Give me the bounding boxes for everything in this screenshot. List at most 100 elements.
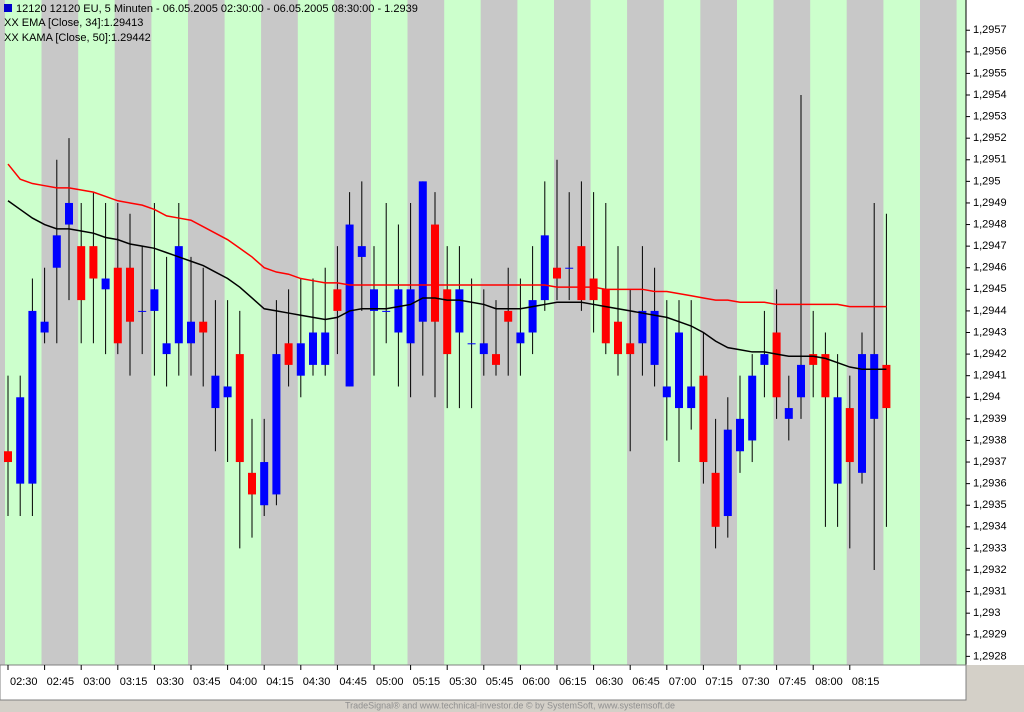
candle-body	[150, 289, 159, 311]
candle-body	[565, 267, 574, 269]
y-tick-label: 1,2935	[973, 499, 1007, 511]
indicator-line	[7, 163, 887, 308]
y-tick-label: 1,2951	[973, 154, 1007, 166]
x-tick-label: 05:45	[486, 676, 514, 688]
candle-body	[687, 386, 696, 409]
y-tick-label: 1,2933	[973, 542, 1007, 554]
x-tick-label: 07:15	[705, 676, 733, 688]
candle-body	[187, 321, 195, 344]
candle-body	[89, 246, 98, 279]
legend-entry: XX EMA [Close, 34]:1.29413	[4, 17, 143, 29]
y-tick-label: 1,2952	[973, 132, 1007, 144]
candle-body	[77, 246, 86, 301]
marks	[4, 95, 891, 570]
x-tick-label: 04:45	[339, 676, 367, 688]
candle-body	[650, 310, 659, 365]
candle-body	[723, 429, 732, 517]
y-tick-label: 1,2937	[973, 456, 1007, 468]
candle-body	[40, 321, 49, 333]
x-tick-label: 03:15	[120, 676, 148, 688]
y-tick-label: 1,2957	[973, 24, 1007, 36]
candle-body	[589, 278, 598, 301]
candle-body	[528, 300, 537, 333]
y-tick-label: 1,2931	[973, 585, 1007, 597]
candle-body	[675, 332, 683, 409]
y-tick-label: 1,2956	[973, 46, 1007, 58]
stripe	[224, 0, 262, 665]
y-tick-label: 1,2938	[973, 434, 1007, 446]
candle-body	[540, 235, 549, 301]
candle-body	[211, 375, 220, 409]
x-tick-label: 07:00	[669, 676, 697, 688]
x-tick-label: 07:45	[779, 676, 807, 688]
candle-body	[748, 375, 757, 441]
candle-body	[504, 310, 513, 322]
stripe	[261, 0, 298, 665]
candle-body	[711, 472, 720, 527]
x-tick-label: 02:45	[47, 676, 75, 688]
stripes	[5, 0, 966, 665]
candle-body	[309, 332, 317, 365]
x-tick-label: 06:00	[522, 676, 550, 688]
candle-body	[199, 321, 208, 333]
candle-body	[845, 408, 854, 463]
legend-entry: XX KAMA [Close, 50]:1.29442	[4, 32, 151, 44]
candle-body	[736, 418, 744, 452]
x-tick-label: 02:30	[10, 676, 38, 688]
candle-body	[126, 267, 134, 322]
candle-body	[382, 310, 391, 312]
y-tick-label: 1,2941	[973, 370, 1007, 382]
y-tick-label: 1,2936	[973, 478, 1007, 490]
candle-body	[101, 278, 110, 290]
y-tick-label: 1,2944	[973, 305, 1007, 317]
chart-title: 12120 12120 EU, 5 Minuten - 06.05.2005 0…	[16, 3, 418, 15]
y-tick-label: 1,2932	[973, 564, 1007, 576]
candle-body	[638, 310, 647, 344]
stripe	[737, 0, 774, 665]
y-tick-label: 1,2929	[973, 629, 1007, 641]
candle-body	[882, 364, 891, 409]
candle-body	[760, 354, 769, 365]
candle-body	[492, 354, 500, 365]
y-tick-label: 1,293	[973, 607, 1001, 619]
y-tick-label: 1,2928	[973, 650, 1007, 662]
candle-body	[248, 472, 256, 495]
candle-body	[321, 332, 330, 365]
candle-body	[455, 289, 464, 333]
candle-body	[357, 246, 366, 257]
y-tick-label: 1,2943	[973, 326, 1007, 338]
y-tick-label: 1,2946	[973, 262, 1007, 274]
y-tick-label: 1,295	[973, 175, 1001, 187]
x-tick-label: 03:30	[156, 676, 184, 688]
candle-body	[296, 343, 305, 376]
y-tick-label: 1,2947	[973, 240, 1007, 252]
x-tick-label: 03:45	[193, 676, 221, 688]
x-tick-label: 04:15	[266, 676, 294, 688]
candle-body	[479, 343, 488, 355]
stripe	[883, 0, 920, 665]
axes: 1,2928 1,2929 1,293 1,2931 1,2932 1,2933 1,293…	[7, 24, 1007, 688]
x-tick-label: 03:00	[83, 676, 111, 688]
candle-body	[870, 354, 879, 419]
candle-body	[662, 386, 671, 398]
y-tick-label: 1,2942	[973, 348, 1007, 360]
candle-body	[418, 181, 427, 322]
y-tick-label: 1,2945	[973, 283, 1007, 295]
candle-body	[65, 202, 73, 225]
y-tick-label: 1,2955	[973, 67, 1007, 79]
candle-body	[858, 354, 866, 473]
candle-body	[52, 235, 61, 268]
instrument-icon	[4, 4, 12, 12]
candle-body	[162, 343, 171, 355]
candle-body	[516, 332, 525, 344]
x-axis-area	[0, 664, 967, 701]
y-tick-label: 1,294	[973, 391, 1001, 403]
y-tick-label: 1,2949	[973, 197, 1007, 209]
stripe	[810, 0, 847, 665]
y-tick-label: 1,2934	[973, 521, 1007, 533]
stripe	[78, 0, 115, 665]
x-tick-label: 06:30	[596, 676, 624, 688]
x-tick-label: 05:30	[449, 676, 477, 688]
